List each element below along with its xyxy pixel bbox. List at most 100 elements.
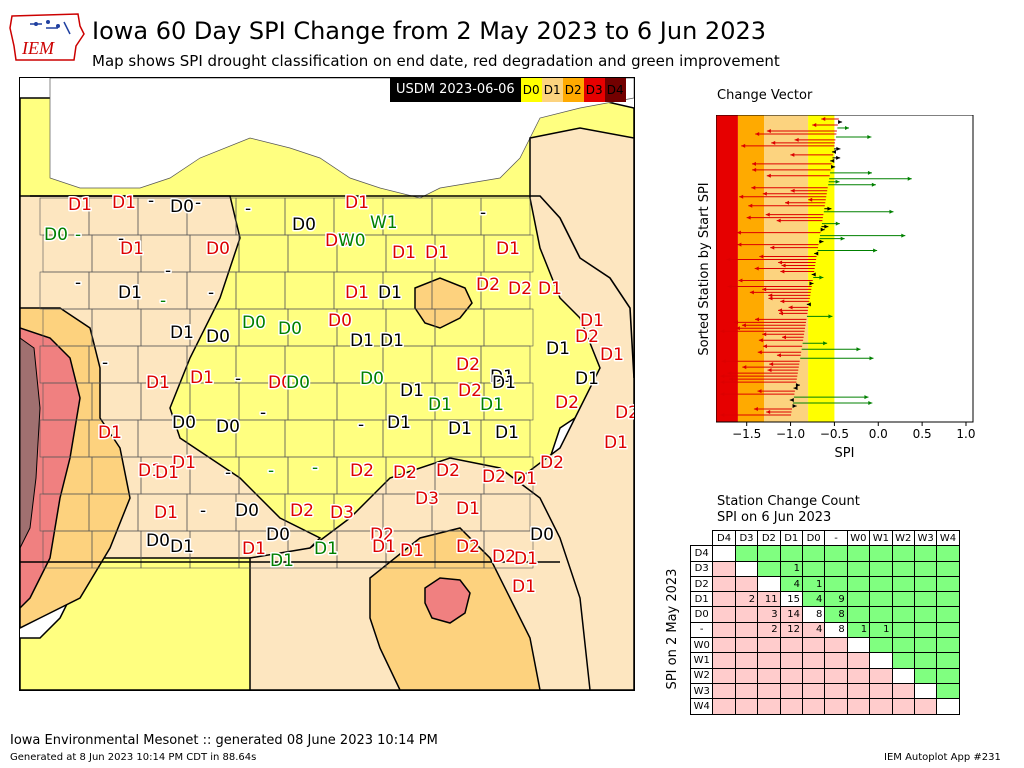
change-arrow-head xyxy=(752,161,757,166)
change-arrow-head xyxy=(831,149,836,154)
station-label: D0 xyxy=(325,231,349,251)
station-label: D0 xyxy=(170,197,194,217)
count-cell xyxy=(712,621,736,639)
column-header: - xyxy=(824,529,848,547)
table-row: D4 xyxy=(689,545,960,562)
count-cell xyxy=(824,575,848,593)
column-header: D1 xyxy=(779,529,803,547)
count-cell xyxy=(734,575,759,593)
change-arrow-head xyxy=(781,263,786,268)
station-label: D1 xyxy=(120,239,144,259)
change-arrow-head xyxy=(726,257,731,262)
station-label: - xyxy=(208,283,214,303)
table-row: D2 4 1 xyxy=(689,575,960,593)
row-header: W4 xyxy=(689,698,714,715)
station-count-ylabel: SPI on 2 May 2023 xyxy=(664,531,680,727)
table-row: W0 xyxy=(689,637,960,654)
xtick-label: 1.0 xyxy=(956,427,975,441)
count-cell xyxy=(757,637,781,654)
change-arrow-head xyxy=(757,350,762,355)
station-label: W0 xyxy=(338,231,366,251)
count-cell xyxy=(757,652,781,669)
count-cell xyxy=(936,545,960,562)
change-arrow-head xyxy=(856,347,861,352)
table-row: W4 xyxy=(689,698,960,715)
count-cell: 4 xyxy=(801,621,826,639)
station-label: D1 xyxy=(345,193,369,213)
change-arrow-head xyxy=(739,194,744,199)
count-cell xyxy=(936,667,960,684)
count-cell xyxy=(869,698,893,715)
change-arrow-head xyxy=(809,281,814,286)
change-arrow-head xyxy=(792,404,797,409)
count-cell xyxy=(913,621,938,639)
count-cell xyxy=(734,606,759,623)
xtick-label: 0.5 xyxy=(913,427,932,441)
station-label: D0 xyxy=(360,369,384,389)
station-label: D2 xyxy=(370,525,394,545)
legend-swatch-d4: D4 xyxy=(604,78,626,102)
station-label: D1 xyxy=(480,395,504,415)
iem-logo: IEM xyxy=(8,6,86,66)
count-cell xyxy=(846,698,871,715)
change-arrow-head xyxy=(779,311,784,316)
station-label: D1 xyxy=(155,463,179,483)
count-cell xyxy=(734,652,759,669)
change-arrow-head xyxy=(778,260,783,265)
change-arrow-head xyxy=(736,230,741,235)
count-cell xyxy=(757,560,781,577)
change-arrow-head xyxy=(873,248,878,253)
station-label: D1 xyxy=(68,195,92,215)
station-label: D1 xyxy=(513,469,537,489)
row-header: W2 xyxy=(689,667,714,684)
change-arrow-head xyxy=(824,224,829,229)
count-cell: 2 xyxy=(734,591,759,608)
change-arrow-head xyxy=(738,278,743,283)
station-label: D1 xyxy=(350,331,374,351)
station-label: D0 xyxy=(286,373,310,393)
row-header: D3 xyxy=(689,560,714,577)
change-arrow-head xyxy=(753,407,758,412)
station-label: D0 xyxy=(328,311,352,331)
count-cell xyxy=(757,698,781,715)
count-cell xyxy=(734,545,759,562)
station-count-title: Station Change Count SPI on 6 Jun 2023 xyxy=(717,494,860,526)
change-arrow-head xyxy=(749,290,754,295)
station-label: - xyxy=(312,458,318,478)
station-label: - xyxy=(160,291,166,311)
table-row: W3 xyxy=(689,682,960,700)
change-arrow-head xyxy=(823,341,828,346)
change-arrow-head xyxy=(754,266,759,271)
station-label: D2 xyxy=(456,537,480,557)
change-arrow-head xyxy=(836,155,841,160)
xtick-label: −1.5 xyxy=(732,427,761,441)
station-label: D1 xyxy=(118,283,142,303)
station-label: D1 xyxy=(448,419,472,439)
xtick-label: −1.0 xyxy=(776,427,805,441)
change-arrow-head xyxy=(835,221,840,226)
change-arrow-head xyxy=(720,380,725,385)
change-arrow-head xyxy=(907,176,912,181)
count-cell: 4 xyxy=(801,591,826,608)
station-label: D1 xyxy=(512,577,536,597)
count-cell xyxy=(869,606,893,623)
count-cell xyxy=(824,667,848,684)
count-cell xyxy=(891,560,915,577)
change-arrow-head xyxy=(720,374,725,379)
count-cell xyxy=(734,637,759,654)
count-cell: 1 xyxy=(846,621,871,639)
svg-text:Sorted Station by Start SPI: Sorted Station by Start SPI xyxy=(697,182,711,355)
column-header: D3 xyxy=(734,529,759,547)
station-label: D0 xyxy=(235,501,259,521)
station-label: D1 xyxy=(98,423,122,443)
change-arrow-head xyxy=(721,359,726,364)
change-arrow-head xyxy=(864,395,869,400)
change-arrow-head xyxy=(831,164,836,169)
station-label: D1 xyxy=(604,433,628,453)
count-cell xyxy=(891,621,915,639)
change-arrow-head xyxy=(765,212,770,217)
station-label: D0 xyxy=(146,531,170,551)
count-cell xyxy=(846,606,871,623)
change-arrow-head xyxy=(868,401,873,406)
count-cell: 8 xyxy=(824,621,848,639)
